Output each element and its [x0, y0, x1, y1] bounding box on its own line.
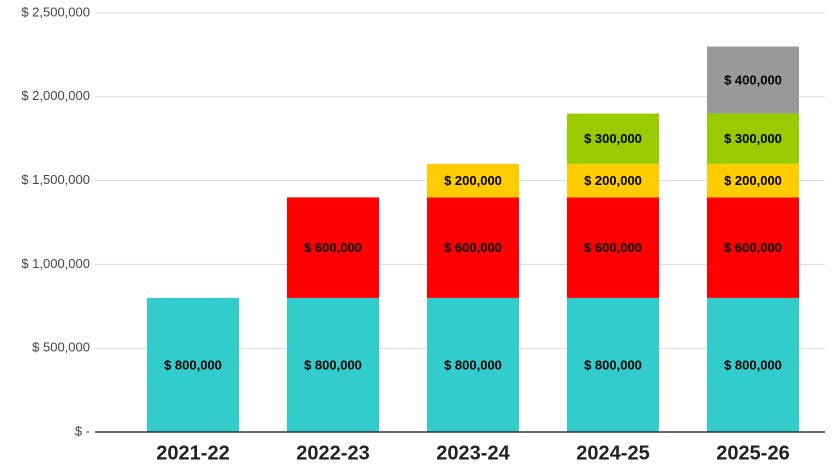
x-tick-label: 2022-23 — [296, 442, 369, 464]
bar-segment — [567, 113, 659, 164]
y-tick-label: $ 500,000 — [32, 340, 90, 355]
bar-segment — [427, 297, 519, 432]
value-label: $ 300,000 — [724, 131, 782, 146]
y-tick-label: $ 2,000,000 — [21, 88, 90, 103]
x-tick-label: 2025-26 — [716, 442, 789, 464]
x-tick-label: 2023-24 — [436, 442, 510, 464]
y-tick-label: $ 1,500,000 — [21, 172, 90, 187]
value-label: $ 300,000 — [584, 131, 642, 146]
value-label: $ 800,000 — [724, 357, 782, 372]
value-label: $ 600,000 — [444, 240, 502, 255]
value-label: $ 600,000 — [304, 240, 362, 255]
value-label: $ 200,000 — [724, 173, 782, 188]
bar-segment — [707, 163, 799, 198]
value-label: $ 200,000 — [444, 173, 502, 188]
value-label: $ 800,000 — [304, 357, 362, 372]
x-tick-label: 2021-22 — [156, 442, 229, 464]
value-label: $ 600,000 — [724, 240, 782, 255]
bar-segment — [427, 163, 519, 198]
value-label: $ 400,000 — [724, 72, 782, 87]
x-tick-label: 2024-25 — [576, 442, 649, 464]
value-label: $ 600,000 — [584, 240, 642, 255]
y-tick-label: $ - — [75, 423, 90, 438]
bar-segment — [147, 297, 239, 432]
bar-segment — [287, 297, 379, 432]
bar-segment — [287, 197, 379, 298]
y-tick-label: $ 2,500,000 — [21, 4, 90, 19]
value-label: $ 200,000 — [584, 173, 642, 188]
y-tick-label: $ 1,000,000 — [21, 256, 90, 271]
bar-segment — [707, 297, 799, 432]
bar-segment — [707, 46, 799, 114]
bar-segment — [707, 197, 799, 298]
value-label: $ 800,000 — [444, 357, 502, 372]
bar-segment — [567, 297, 659, 432]
bar-segment — [567, 197, 659, 298]
bar-segment — [567, 163, 659, 198]
value-label: $ 800,000 — [584, 357, 642, 372]
value-label: $ 800,000 — [164, 357, 222, 372]
bar-segment — [427, 197, 519, 298]
bar-segment — [707, 113, 799, 164]
